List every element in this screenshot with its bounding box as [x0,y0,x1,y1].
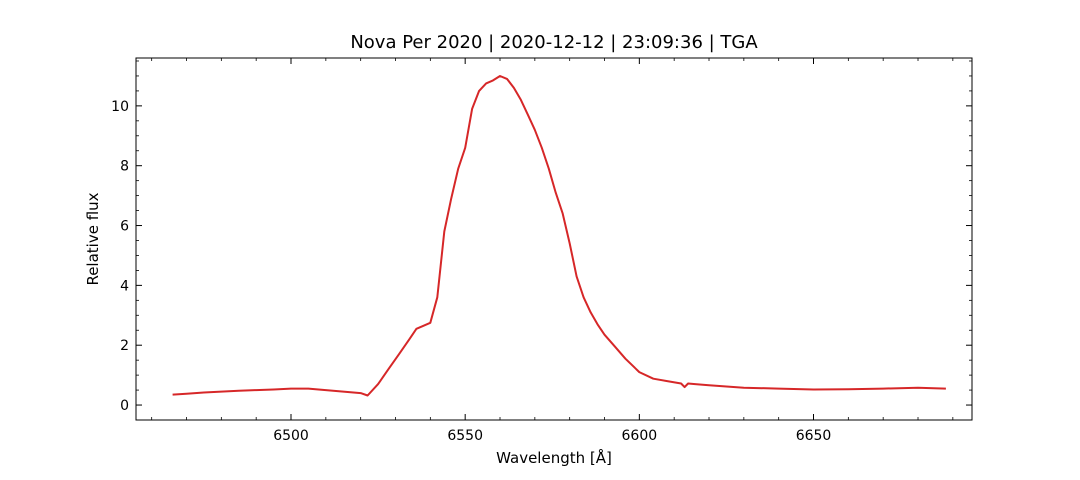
chart-title: Nova Per 2020 | 2020-12-12 | 23:09:36 | … [350,32,758,53]
x-axis: 6500 6550 6600 6650 [273,58,831,444]
x-tick-label: 6600 [622,428,658,444]
series-layer [172,75,946,397]
x-tick-label: 6500 [273,428,309,444]
x-tick-label: 6650 [796,428,832,444]
y-tick-label: 10 [111,99,129,115]
y-tick-label: 0 [120,398,129,414]
y-axis-label: Relative flux [84,192,102,285]
plot-area [135,57,973,421]
y-axis: 0 2 4 6 8 10 [111,99,972,414]
y-tick-label: 2 [120,338,129,354]
x-axis-label: Wavelength [Å] [496,448,612,467]
y-tick-label: 6 [120,219,129,235]
y-tick-label: 4 [120,278,129,294]
x-tick-label: 6550 [447,428,483,444]
minor-ticks [136,58,972,421]
spectrum-line [172,75,946,397]
y-tick-label: 8 [120,159,129,175]
